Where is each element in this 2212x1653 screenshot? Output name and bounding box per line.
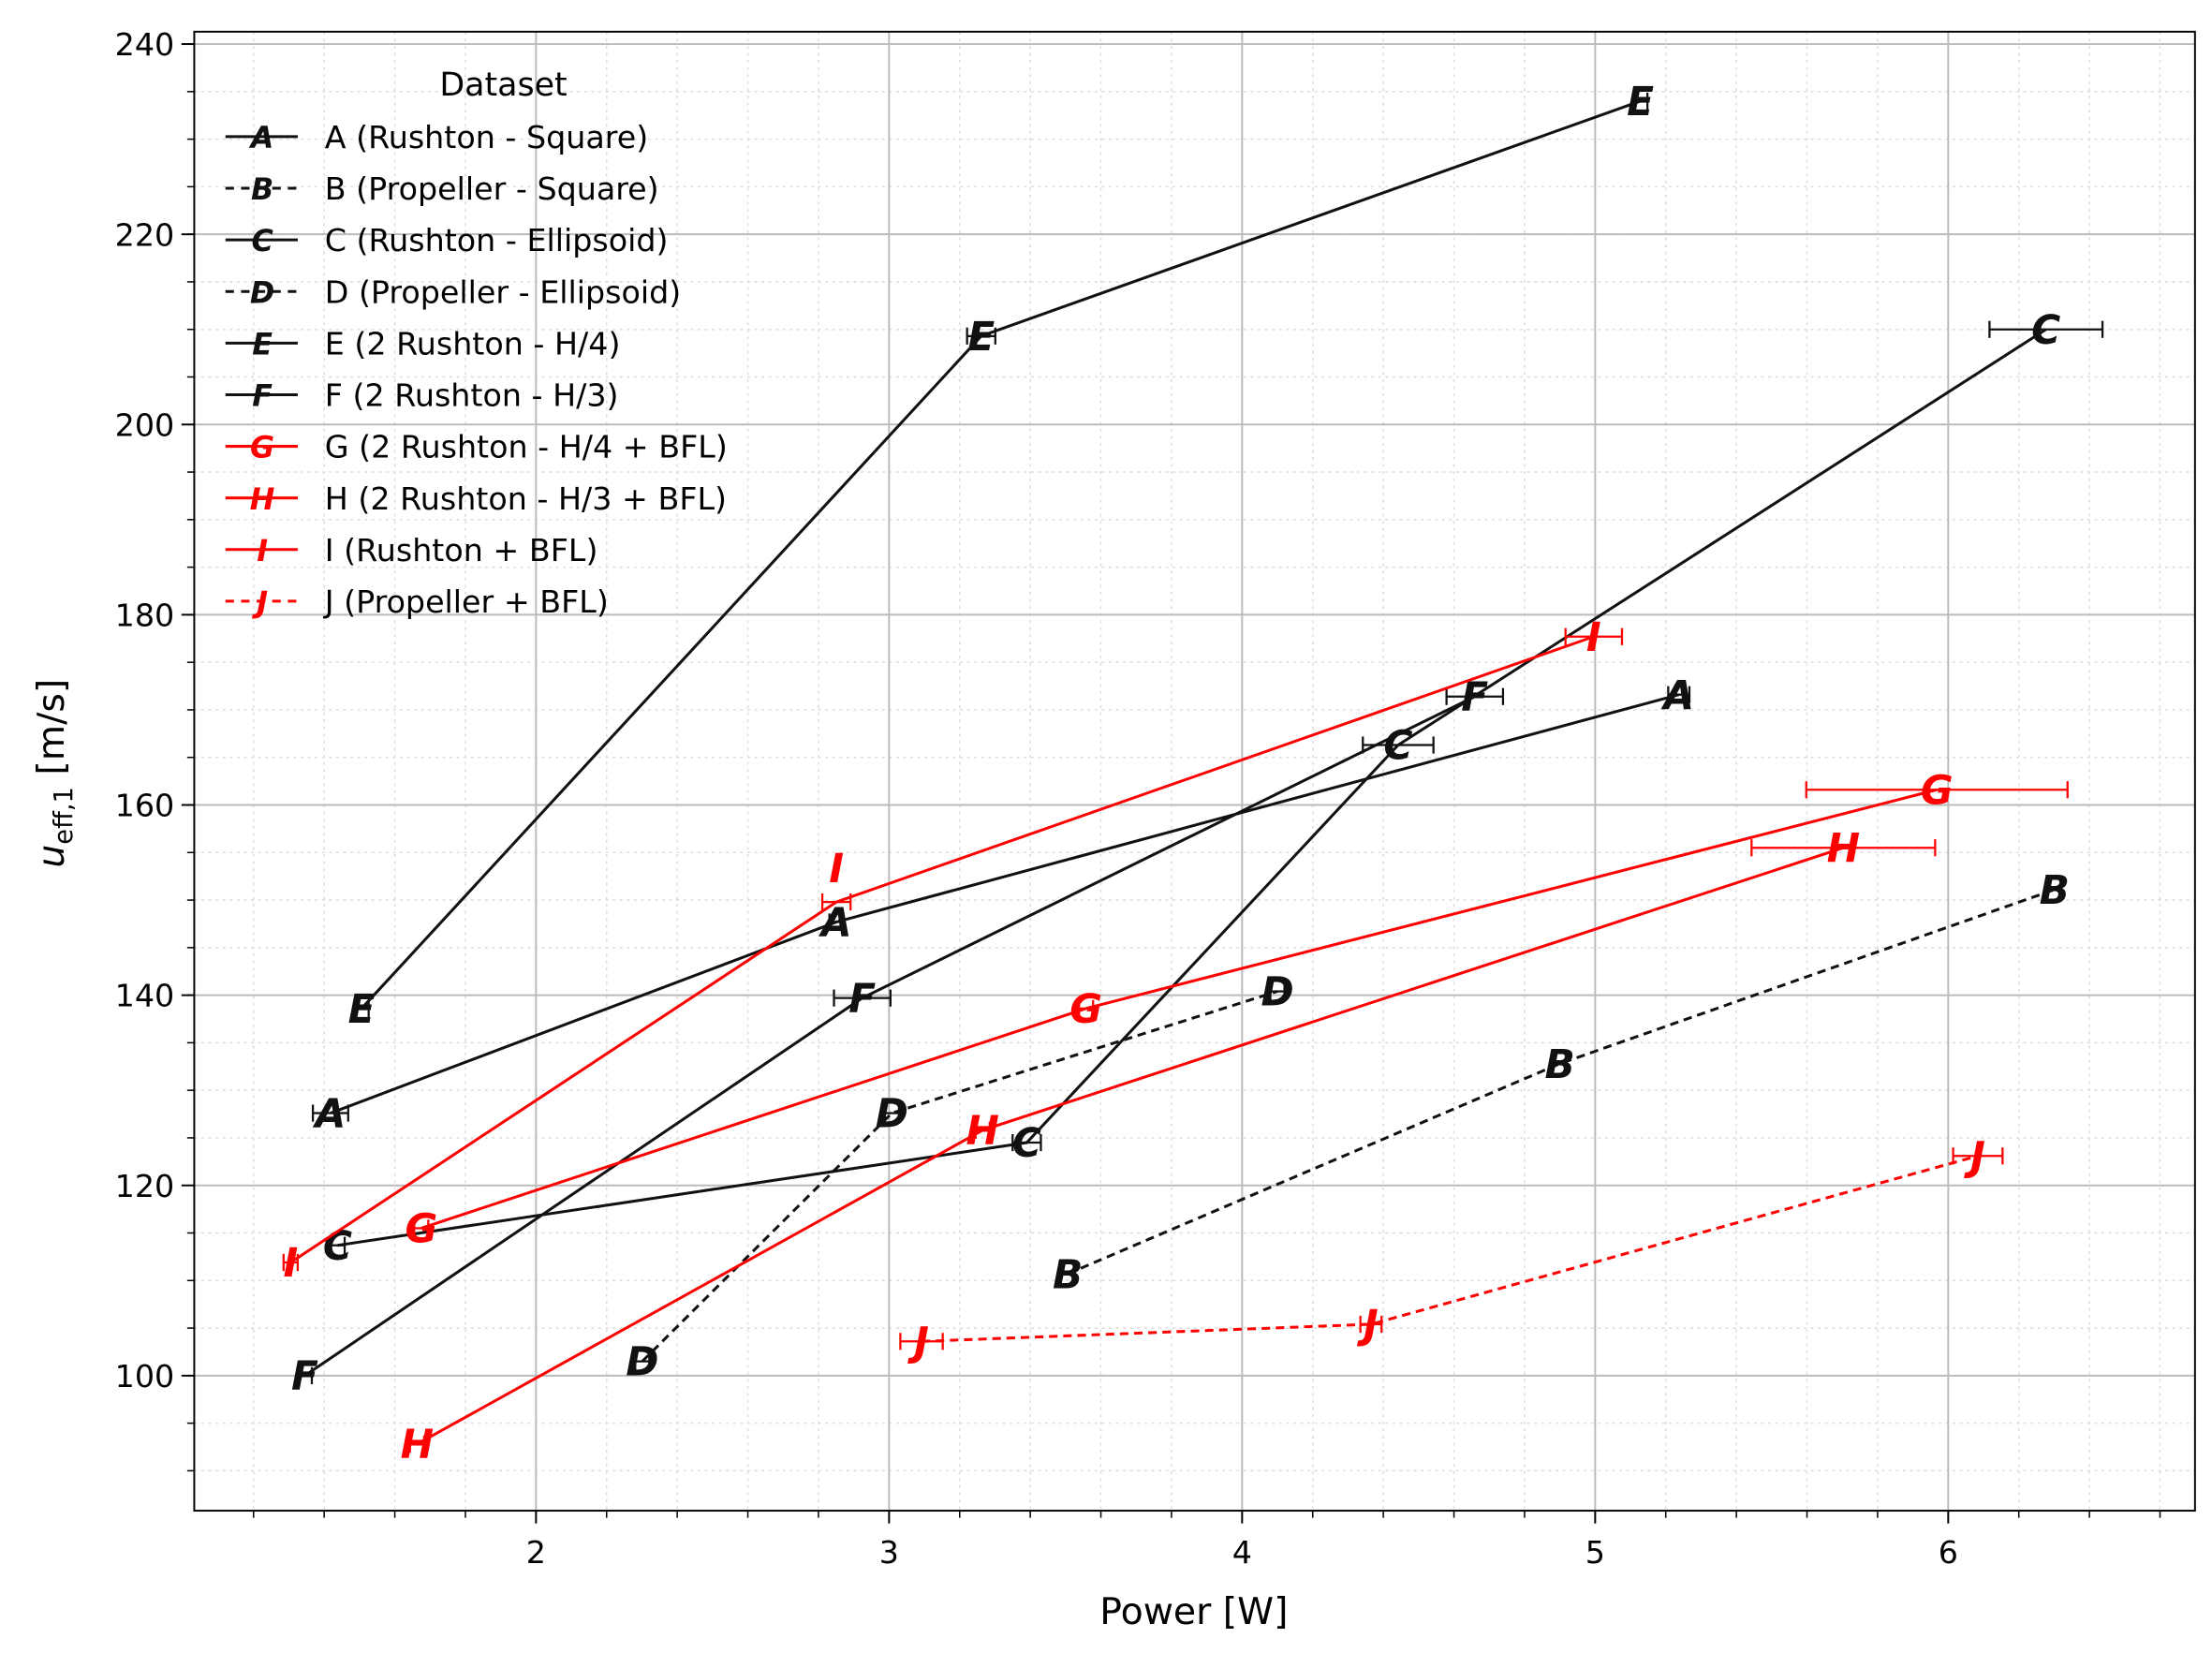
legend-label: A (Rushton - Square) bbox=[325, 119, 648, 155]
x-axis-label: Power [W] bbox=[1099, 1590, 1288, 1633]
y-tick-label: 100 bbox=[115, 1358, 175, 1395]
data-point-marker: G bbox=[1069, 986, 1102, 1032]
legend-marker: D bbox=[250, 275, 274, 310]
legend-title: Dataset bbox=[439, 66, 567, 104]
legend-label: F (2 Rushton - H/3) bbox=[325, 377, 619, 414]
legend-marker: B bbox=[251, 172, 273, 207]
data-point-marker: A bbox=[313, 1091, 347, 1137]
legend-entry: H H (2 Rushton - H/3 + BFL) bbox=[225, 480, 727, 517]
data-point-marker: E bbox=[967, 314, 995, 360]
data-point-marker: C bbox=[1012, 1120, 1041, 1166]
data-point-marker: A bbox=[818, 900, 852, 946]
data-point-marker: I bbox=[283, 1240, 298, 1286]
series-b: B B B bbox=[1053, 867, 2070, 1297]
series-line bbox=[337, 328, 2047, 1247]
legend-entry: I I (Rushton + BFL) bbox=[225, 532, 598, 568]
data-point-marker: G bbox=[1921, 767, 1954, 813]
y-tick-label: 160 bbox=[115, 788, 175, 824]
legend-marker: F bbox=[252, 379, 273, 414]
legend-label: D (Propeller - Ellipsoid) bbox=[325, 273, 682, 310]
series-i: I I I bbox=[282, 614, 1624, 1286]
legend-entry: D D (Propeller - Ellipsoid) bbox=[225, 273, 682, 310]
series-f: FFF bbox=[291, 674, 1505, 1399]
y-axis-label-main: u bbox=[30, 845, 73, 868]
x-tick-label: 5 bbox=[1585, 1534, 1605, 1571]
data-point-marker: B bbox=[2040, 867, 2070, 913]
data-point-marker: H bbox=[401, 1422, 434, 1468]
y-axis-label: ueff,1 [m/s] bbox=[30, 679, 79, 868]
legend-entry: B B (Propeller - Square) bbox=[225, 170, 659, 207]
x-tick-label: 4 bbox=[1232, 1534, 1252, 1571]
data-point-marker: C bbox=[2031, 307, 2060, 353]
legend-label: G (2 Rushton - H/4 + BFL) bbox=[325, 429, 728, 465]
axis-ticks: 2 3 4 5 6 100 120 140 160 180 200 220 240 bbox=[115, 26, 2161, 1571]
plot-frame bbox=[193, 30, 2196, 1513]
series-g: G G G bbox=[405, 767, 2069, 1252]
data-point-marker: I bbox=[1586, 614, 1601, 660]
series-d: D D D bbox=[626, 969, 1293, 1385]
y-tick-label: 120 bbox=[115, 1168, 175, 1204]
y-tick-label: 240 bbox=[115, 26, 175, 63]
legend-label: H (2 Rushton - H/3 + BFL) bbox=[325, 480, 727, 517]
legend-entry: C C (Rushton - Ellipsoid) bbox=[225, 222, 669, 258]
legend-marker: I bbox=[257, 534, 268, 568]
legend-label: E (2 Rushton - H/4) bbox=[325, 325, 621, 362]
data-point-marker: F bbox=[848, 976, 876, 1022]
legend-entry: A A (Rushton - Square) bbox=[225, 119, 648, 155]
data-point-marker: B bbox=[1544, 1041, 1574, 1087]
legend-label: B (Propeller - Square) bbox=[325, 170, 659, 207]
data-point-marker: H bbox=[966, 1108, 999, 1154]
data-point-marker: D bbox=[876, 1091, 908, 1137]
data-point-marker: I bbox=[829, 846, 844, 892]
legend-marker: E bbox=[252, 327, 273, 362]
y-tick-label: 180 bbox=[115, 598, 175, 634]
series-line bbox=[1067, 888, 2056, 1276]
legend-marker: G bbox=[250, 431, 274, 465]
series-a: A A A bbox=[311, 672, 1694, 1137]
data-point-marker: E bbox=[348, 986, 376, 1032]
legend-marker: H bbox=[250, 482, 275, 517]
data-point-marker: A bbox=[1660, 672, 1694, 718]
data-point-marker: E bbox=[1627, 79, 1654, 125]
data-point-marker: F bbox=[291, 1353, 318, 1399]
data-point-marker: D bbox=[1261, 969, 1293, 1015]
series-e: E E E bbox=[348, 79, 1654, 1032]
legend-marker: A bbox=[248, 121, 274, 155]
legend: Dataset A A (Rushton - Square) B B (Propell… bbox=[225, 66, 728, 620]
data-point-marker: D bbox=[626, 1339, 658, 1385]
grid bbox=[194, 31, 2195, 1512]
x-tick-label: 2 bbox=[526, 1534, 546, 1571]
legend-entry: E E (2 Rushton - H/4) bbox=[225, 325, 621, 362]
y-axis-label-unit: [m/s] bbox=[30, 679, 73, 787]
legend-entry: F F (2 Rushton - H/3) bbox=[225, 377, 619, 414]
y-tick-label: 220 bbox=[115, 216, 175, 253]
x-tick-label: 3 bbox=[879, 1534, 899, 1571]
data-point-marker: B bbox=[1053, 1251, 1083, 1297]
series-line bbox=[921, 1154, 1979, 1343]
x-tick-label: 6 bbox=[1939, 1534, 1958, 1571]
legend-label: I (Rushton + BFL) bbox=[325, 532, 598, 568]
y-tick-label: 200 bbox=[115, 406, 175, 443]
data-point-marker: H bbox=[1827, 825, 1860, 871]
data-point-marker: G bbox=[405, 1206, 437, 1252]
legend-label: C (Rushton - Ellipsoid) bbox=[325, 222, 669, 258]
legend-marker: C bbox=[251, 224, 273, 258]
y-axis-label-sub: eff,1 bbox=[50, 787, 79, 845]
y-tick-label: 140 bbox=[115, 978, 175, 1014]
series-h: H H H bbox=[401, 825, 1937, 1468]
series-line bbox=[641, 990, 1278, 1363]
legend-entry: G G (2 Rushton - H/4 + BFL) bbox=[225, 429, 728, 465]
legend-label: J (Propeller + BFL) bbox=[323, 583, 609, 620]
